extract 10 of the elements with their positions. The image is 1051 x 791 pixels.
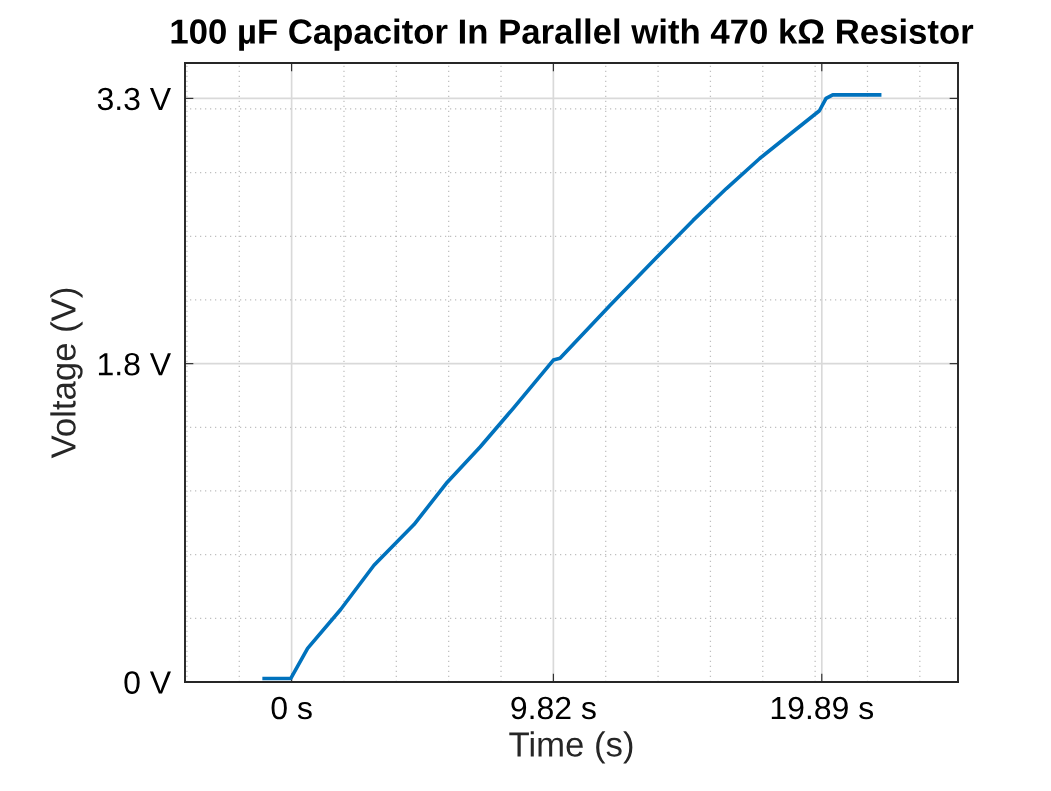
line-series xyxy=(262,93,882,681)
y-tick-label: 0 V xyxy=(124,671,171,694)
chart-title: 100 µF Capacitor In Parallel with 470 kΩ Resistor xyxy=(171,18,974,51)
x-tick-label: 19.89 s xyxy=(771,696,874,720)
y-tick-label: 1.8 V xyxy=(98,352,171,376)
y-axis-title: Voltage (V) xyxy=(50,288,83,459)
y-tick-label: 3.3 V xyxy=(97,87,171,111)
x-tick-label: 9.82 s xyxy=(511,696,596,720)
x-tick-label: 0 s xyxy=(271,696,312,720)
x-axis-title: Time (s) xyxy=(509,731,633,764)
